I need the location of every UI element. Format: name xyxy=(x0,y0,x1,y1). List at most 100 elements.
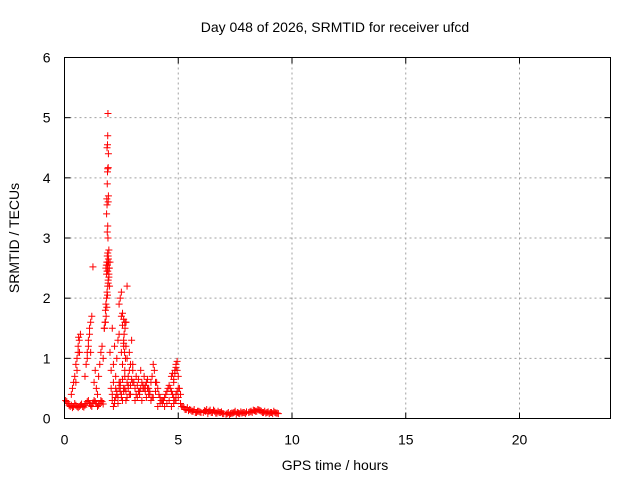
data-point xyxy=(96,360,104,368)
data-point xyxy=(89,263,97,271)
data-point xyxy=(120,330,128,338)
data-point xyxy=(148,393,156,401)
y-tick-label: 0 xyxy=(43,411,51,427)
chart-title: Day 048 of 2026, SRMTID for receiver ufc… xyxy=(201,19,469,35)
data-point xyxy=(103,168,111,176)
data-point xyxy=(111,342,119,350)
data-point xyxy=(105,258,113,266)
data-point xyxy=(165,381,173,389)
data-point xyxy=(104,279,112,287)
data-point xyxy=(154,384,162,392)
data-point xyxy=(90,378,98,386)
data-point xyxy=(103,195,111,203)
data-point xyxy=(155,390,163,398)
data-point xyxy=(104,109,112,117)
x-tick-label: 5 xyxy=(174,432,182,448)
data-point xyxy=(115,378,123,386)
data-point xyxy=(105,246,113,254)
data-point xyxy=(95,372,103,380)
data-point xyxy=(91,398,99,406)
data-point xyxy=(105,264,113,272)
data-point xyxy=(74,342,82,350)
data-point xyxy=(99,354,107,362)
x-tick-label: 0 xyxy=(61,432,69,448)
data-point xyxy=(129,360,137,368)
data-point xyxy=(114,399,122,407)
data-point xyxy=(241,410,249,418)
grid-lines xyxy=(64,57,611,419)
data-point xyxy=(119,360,127,368)
data-point xyxy=(75,336,83,344)
data-point xyxy=(124,381,132,389)
y-tick-label: 3 xyxy=(43,230,51,246)
data-point xyxy=(139,381,147,389)
data-point xyxy=(68,384,76,392)
data-point xyxy=(93,390,101,398)
data-point xyxy=(75,333,83,341)
axis-ticks xyxy=(64,57,611,419)
data-point xyxy=(88,312,96,320)
data-point xyxy=(121,324,129,332)
data-point xyxy=(101,306,109,314)
data-point xyxy=(109,360,117,368)
data-point xyxy=(119,396,127,404)
data-point xyxy=(76,348,84,356)
data-point xyxy=(103,180,111,188)
data-point xyxy=(121,372,129,380)
data-series-ufcd xyxy=(62,109,282,419)
data-point xyxy=(140,372,148,380)
data-point xyxy=(73,366,81,374)
data-point xyxy=(137,366,145,374)
x-axis-tick-labels: 0 5 10 15 20 xyxy=(61,432,528,448)
data-point xyxy=(104,234,112,242)
data-point xyxy=(165,396,173,404)
data-point xyxy=(97,396,105,404)
data-point xyxy=(73,354,81,362)
data-point xyxy=(273,409,281,417)
data-point xyxy=(174,372,182,380)
data-point xyxy=(86,324,94,332)
data-point xyxy=(83,354,91,362)
y-axis-tick-labels: 0 1 2 3 4 5 6 xyxy=(43,50,51,427)
data-point xyxy=(173,357,181,365)
data-point xyxy=(86,330,94,338)
data-point xyxy=(113,390,121,398)
data-point xyxy=(99,400,107,408)
x-tick-label: 10 xyxy=(284,432,300,448)
data-point xyxy=(106,348,114,356)
data-point xyxy=(104,267,112,275)
data-point xyxy=(177,390,185,398)
data-point xyxy=(104,198,112,206)
data-point xyxy=(172,363,180,371)
data-point xyxy=(104,252,112,260)
y-tick-label: 4 xyxy=(43,170,51,186)
data-point xyxy=(115,300,123,308)
data-point xyxy=(102,312,110,320)
x-tick-label: 20 xyxy=(512,432,528,448)
data-point xyxy=(103,210,111,218)
data-point xyxy=(122,318,130,326)
data-point xyxy=(104,222,112,230)
data-point xyxy=(121,354,129,362)
data-point xyxy=(112,393,120,401)
data-point xyxy=(173,366,181,374)
data-point xyxy=(103,201,111,209)
data-point xyxy=(76,330,84,338)
y-tick-label: 6 xyxy=(43,50,51,66)
data-point xyxy=(125,366,133,374)
data-point xyxy=(87,318,95,326)
data-point xyxy=(130,378,138,386)
data-point xyxy=(84,336,92,344)
data-point xyxy=(104,192,112,200)
data-point xyxy=(153,378,161,386)
data-point xyxy=(119,309,127,317)
data-point xyxy=(100,324,108,332)
data-point xyxy=(81,372,89,380)
data-point xyxy=(95,401,103,409)
data-point xyxy=(120,339,128,347)
data-point xyxy=(116,294,124,302)
y-tick-label: 1 xyxy=(43,350,51,366)
data-point xyxy=(91,366,99,374)
data-point xyxy=(121,348,129,356)
x-axis-label: GPS time / hours xyxy=(282,457,389,473)
